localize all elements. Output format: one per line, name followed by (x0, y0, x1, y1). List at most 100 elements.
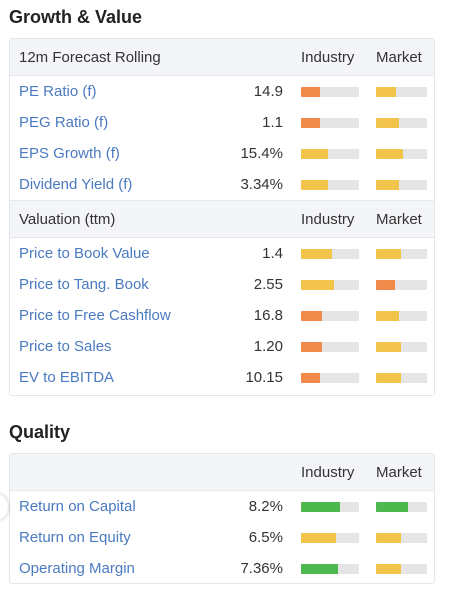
quality-card: Industry Market Return on Capital 8.2% Ret… (9, 453, 435, 584)
metric-label-link[interactable]: EV to EBITDA (19, 369, 115, 386)
market-bar-fill (376, 180, 399, 190)
market-comparison-bar (376, 373, 427, 383)
industry-bar-fill (301, 564, 339, 574)
growth-value-card: 12m Forecast Rolling Industry Market PE … (9, 38, 435, 396)
market-comparison-bar (376, 342, 427, 352)
forecast-header-label: 12m Forecast Rolling (19, 49, 161, 66)
market-comparison-bar (376, 564, 427, 574)
industry-comparison-bar (301, 311, 359, 321)
market-bar-fill (376, 342, 401, 352)
industry-bar-fill (301, 87, 321, 97)
industry-bar-fill (301, 118, 321, 128)
market-column-header: Market (376, 211, 422, 228)
industry-bar-fill (301, 280, 335, 290)
market-comparison-bar (376, 180, 427, 190)
market-column-header: Market (376, 49, 422, 66)
industry-bar-fill (301, 180, 328, 190)
industry-bar-fill (301, 342, 322, 352)
market-comparison-bar (376, 249, 427, 259)
metric-value: 7.36% (240, 560, 283, 577)
market-bar-fill (376, 311, 399, 321)
metric-value: 2.55 (253, 276, 283, 293)
market-column-header: Market (376, 464, 422, 481)
metric-value: 6.5% (248, 529, 283, 546)
market-comparison-bar (376, 502, 427, 512)
forecast-rows: PE Ratio (f) 14.9 PEG Ratio (f) 1.1 EPS Grow… (10, 76, 434, 200)
market-comparison-bar (376, 533, 427, 543)
metric-row-price-to-book-value: Price to Book Value 1.4 (10, 238, 434, 269)
industry-bar-fill (301, 149, 328, 159)
industry-comparison-bar (301, 564, 359, 574)
market-bar-fill (376, 564, 401, 574)
quality-rows: Return on Capital 8.2% Return on Equity 6.5… (10, 491, 434, 584)
metric-label-link[interactable]: Operating Margin (19, 560, 135, 577)
industry-comparison-bar (301, 280, 359, 290)
market-comparison-bar (376, 87, 427, 97)
industry-bar-fill (301, 502, 340, 512)
market-comparison-bar (376, 149, 427, 159)
industry-comparison-bar (301, 342, 359, 352)
metric-row-pe-ratio-f: PE Ratio (f) 14.9 (10, 76, 434, 107)
industry-comparison-bar (301, 373, 359, 383)
market-bar-fill (376, 280, 395, 290)
metric-value: 3.34% (240, 176, 283, 193)
metric-row-price-to-free-cashflow: Price to Free Cashflow 16.8 (10, 300, 434, 331)
industry-comparison-bar (301, 87, 359, 97)
market-comparison-bar (376, 118, 427, 128)
scroll-handle[interactable] (0, 494, 8, 520)
industry-bar-fill (301, 311, 322, 321)
market-bar-fill (376, 533, 401, 543)
metric-label-link[interactable]: Return on Equity (19, 529, 131, 546)
metric-row-price-to-tang-book: Price to Tang. Book 2.55 (10, 269, 434, 300)
quality-header: Industry Market (10, 454, 434, 491)
metric-label-link[interactable]: Return on Capital (19, 498, 136, 515)
metric-row-return-on-capital: Return on Capital 8.2% (10, 491, 434, 522)
metric-row-dividend-yield-f: Dividend Yield (f) 3.34% (10, 169, 434, 200)
industry-comparison-bar (301, 118, 359, 128)
metric-value: 8.2% (248, 498, 283, 515)
metric-row-ev-to-ebitda: EV to EBITDA 10.15 (10, 362, 434, 393)
metric-label-link[interactable]: Price to Sales (19, 338, 112, 355)
valuation-header: Valuation (ttm) Industry Market (10, 200, 434, 238)
metric-value: 15.4% (240, 145, 283, 162)
industry-comparison-bar (301, 149, 359, 159)
market-bar-fill (376, 502, 409, 512)
valuation-rows: Price to Book Value 1.4 Price to Tang. Boo… (10, 238, 434, 393)
metric-label-link[interactable]: EPS Growth (f) (19, 145, 120, 162)
metric-row-eps-growth-f: EPS Growth (f) 15.4% (10, 138, 434, 169)
industry-column-header: Industry (301, 464, 355, 481)
market-comparison-bar (376, 280, 427, 290)
metric-row-return-on-equity: Return on Equity 6.5% (10, 522, 434, 553)
metric-row-price-to-sales: Price to Sales 1.20 (10, 331, 434, 362)
metric-label-link[interactable]: Price to Book Value (19, 245, 150, 262)
metric-label-link[interactable]: PEG Ratio (f) (19, 114, 109, 131)
industry-comparison-bar (301, 249, 359, 259)
industry-bar-fill (301, 533, 336, 543)
metric-value: 16.8 (253, 307, 283, 324)
industry-comparison-bar (301, 533, 359, 543)
metric-value: 1.4 (262, 245, 283, 262)
metric-label-link[interactable]: PE Ratio (f) (19, 83, 97, 100)
quality-title: Quality (9, 422, 71, 442)
metric-label-link[interactable]: Price to Free Cashflow (19, 307, 171, 324)
metric-label-link[interactable]: Dividend Yield (f) (19, 176, 133, 193)
industry-comparison-bar (301, 502, 359, 512)
metric-value: 1.20 (253, 338, 283, 355)
market-bar-fill (376, 118, 399, 128)
industry-column-header: Industry (301, 49, 355, 66)
market-bar-fill (376, 149, 404, 159)
metric-value: 10.15 (245, 369, 283, 386)
metric-row-operating-margin: Operating Margin 7.36% (10, 553, 434, 584)
metric-value: 1.1 (262, 114, 283, 131)
market-comparison-bar (376, 311, 427, 321)
growth-value-title: Growth & Value (9, 7, 143, 27)
metric-value: 14.9 (253, 83, 283, 100)
market-bar-fill (376, 87, 397, 97)
industry-bar-fill (301, 373, 321, 383)
industry-column-header: Industry (301, 211, 355, 228)
market-bar-fill (376, 249, 401, 259)
industry-comparison-bar (301, 180, 359, 190)
industry-bar-fill (301, 249, 332, 259)
metric-label-link[interactable]: Price to Tang. Book (19, 276, 149, 293)
valuation-header-label: Valuation (ttm) (19, 211, 116, 228)
